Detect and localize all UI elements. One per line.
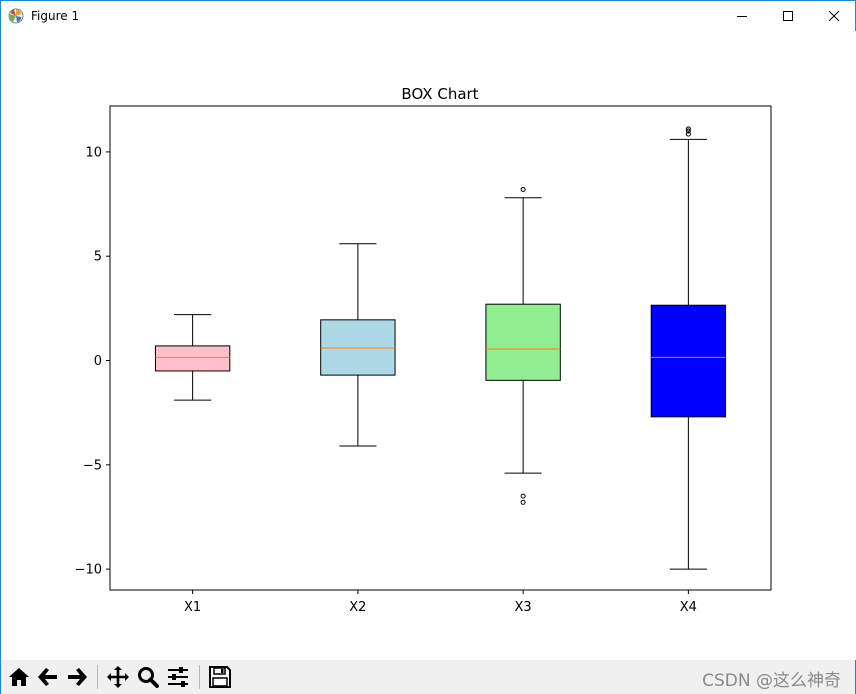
- outlier-point: [520, 499, 526, 505]
- close-button[interactable]: [811, 1, 856, 31]
- y-tick-label: −10: [75, 563, 102, 578]
- x-tick-label: X2: [349, 600, 366, 615]
- figure-canvas[interactable]: BOX Chart 10 5 0 −5 −10 X1 X2 X3 X4: [2, 31, 856, 660]
- configure-subplots-button[interactable]: [164, 663, 192, 691]
- window-title: Figure 1: [31, 9, 80, 23]
- outlier-point: [685, 128, 691, 134]
- box-x1: [154, 345, 231, 372]
- close-icon: [828, 10, 840, 22]
- minimize-icon: [737, 16, 747, 17]
- configure-subplots-icon: [168, 667, 188, 687]
- box-x3: [485, 303, 561, 381]
- save-button[interactable]: [206, 663, 234, 691]
- box-x4: [650, 304, 727, 418]
- minimize-button[interactable]: [719, 1, 765, 31]
- back-arrow-icon: [38, 668, 57, 686]
- maximize-button[interactable]: [765, 1, 811, 31]
- x-tick-label: X4: [680, 600, 697, 615]
- toolbar-separator: [97, 665, 98, 689]
- y-tick-label: −5: [83, 458, 102, 473]
- outlier-point: [685, 131, 691, 137]
- save-icon: [209, 666, 231, 688]
- forward-arrow-icon: [68, 668, 87, 686]
- pan-icon: [107, 666, 129, 688]
- home-button[interactable]: [5, 663, 33, 691]
- zoom-button[interactable]: [134, 663, 162, 691]
- y-tick-label: 0: [94, 354, 102, 369]
- zoom-icon: [138, 667, 159, 688]
- outlier-point: [520, 186, 526, 192]
- x-tick-label: X1: [184, 600, 201, 615]
- home-icon: [9, 668, 29, 686]
- box-chart: BOX Chart 10 5 0 −5 −10 X1 X2 X3 X4: [75, 85, 772, 615]
- matplotlib-app-icon: [8, 8, 24, 24]
- x-tick-label: X3: [515, 600, 532, 615]
- plot-frame: [109, 105, 772, 591]
- back-button[interactable]: [34, 663, 62, 691]
- box-x2: [320, 319, 396, 376]
- forward-button[interactable]: [63, 663, 91, 691]
- watermark: CSDN @这么神奇: [702, 671, 841, 691]
- outlier-point: [685, 126, 691, 132]
- pan-button[interactable]: [104, 663, 132, 691]
- y-tick-label: 10: [85, 145, 102, 160]
- navigation-toolbar: [1, 660, 855, 694]
- outlier-point: [520, 493, 526, 499]
- chart-title: BOX Chart: [401, 85, 478, 103]
- maximize-icon: [783, 11, 793, 21]
- title-bar[interactable]: Figure 1: [1, 1, 855, 31]
- y-tick-label: 5: [94, 250, 102, 265]
- toolbar-separator: [199, 665, 200, 689]
